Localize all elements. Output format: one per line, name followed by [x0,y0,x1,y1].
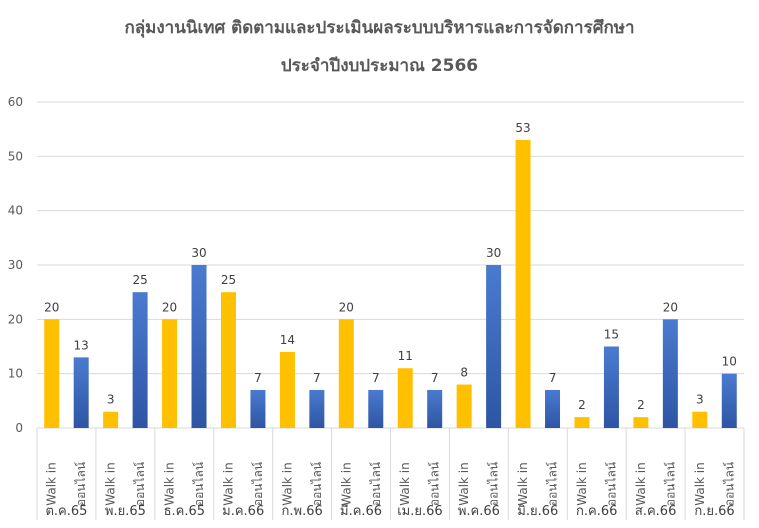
data-label: 8 [460,366,468,380]
bars: 20 13 3 25 20 30 25 7 14 7 20 7 11 7 8 30 53 7 2 15 2 20 3 10 [44,121,737,429]
bar-online [132,292,148,428]
bar-walkin [338,319,354,428]
data-label: 2 [637,398,645,412]
sub-category-label: Walk in [457,462,471,506]
data-label: 7 [372,371,380,385]
bar-online [545,389,561,428]
bar-walkin [44,319,60,428]
y-tick-label: 40 [8,204,23,218]
y-tick-label: 10 [8,367,23,381]
sub-category-label: ออนไลน์ [546,462,560,506]
chart-subtitle: ประจำปีงบประมาณ 2566 [280,56,479,76]
y-tick-label: 0 [15,421,23,435]
sub-category-label: ออนไลน์ [74,462,88,506]
sub-category-label: Walk in [398,462,412,506]
bar-walkin [220,292,236,428]
category-label: พ.ค.66 [458,504,500,519]
data-label: 20 [339,300,354,314]
sub-category-label: ออนไลน์ [369,462,383,506]
data-label: 11 [398,349,413,363]
sub-category-label: Walk in [280,462,294,506]
y-tick-label: 50 [8,149,23,163]
bar-online [486,265,502,428]
bar-walkin [633,417,649,428]
sub-category-label: Walk in [575,462,589,506]
data-label: 20 [44,300,59,314]
data-label: 20 [162,300,177,314]
chart-title: กลุ่มงานนิเทศ ติดตามและประเมินผลระบบบริห… [124,18,635,38]
category-label: ส.ค.66 [635,504,676,519]
data-label: 3 [696,393,704,407]
category-label: ธ.ค.65 [164,504,205,519]
bar-walkin [397,368,413,428]
bar-walkin [103,411,119,428]
bar-online [368,389,384,428]
category-label: มิ.ย.66 [517,504,558,519]
sub-category-label: Walk in [45,462,59,506]
sub-category-label: Walk in [221,462,235,506]
bar-walkin [574,417,590,428]
data-label: 30 [191,246,206,260]
data-label: 2 [578,398,586,412]
category-label: มี.ค.66 [340,503,382,519]
sub-category-label: Walk in [104,462,118,506]
sub-category-label: ออนไลน์ [487,462,501,506]
sub-category-label: Walk in [693,462,707,506]
bar-online [721,373,737,428]
sub-category-label: ออนไลน์ [310,462,324,506]
data-label: 15 [604,328,619,342]
bar-online [309,389,325,428]
sub-category-label: Walk in [163,462,177,506]
data-label: 25 [221,273,236,287]
data-label: 14 [280,333,295,347]
y-tick-label: 20 [8,312,23,326]
category-label: พ.ย.65 [105,504,146,519]
sub-category-label: Walk in [339,462,353,506]
category-label: ต.ค.65 [45,504,87,519]
data-label: 30 [486,246,501,260]
sub-category-label: ออนไลน์ [133,462,147,506]
bar-online [427,389,443,428]
data-label: 10 [722,355,737,369]
bar-online [250,389,266,428]
bar-online [603,346,619,428]
data-label: 13 [74,338,89,352]
y-tick-label: 30 [8,258,23,272]
sub-category-label: ออนไลน์ [192,462,206,506]
bar-walkin [692,411,708,428]
data-label: 20 [663,300,678,314]
bar-walkin [456,384,472,428]
bar-online [73,357,89,428]
data-label: 7 [549,371,557,385]
sub-category-label: ออนไลน์ [663,462,677,506]
data-label: 3 [107,393,115,407]
category-label: ก.ย.66 [694,504,734,519]
category-label: ก.พ.66 [282,504,323,519]
category-label: ก.ค.66 [576,504,617,519]
bar-online [662,319,678,428]
sub-category-label: ออนไลน์ [604,462,618,506]
bar-online [191,265,207,428]
sub-category-label: ออนไลน์ [428,462,442,506]
gridlines: 0 10 20 30 40 50 60 [8,95,744,435]
sub-category-label: ออนไลน์ [722,462,736,506]
y-tick-label: 60 [8,95,23,109]
data-label: 25 [132,273,147,287]
data-label: 7 [431,371,439,385]
sub-category-label: ออนไลน์ [251,462,265,506]
sub-category-label: Walk in [516,462,530,506]
bar-walkin [279,351,295,428]
category-label: เม.ย.66 [397,504,442,519]
data-label: 7 [313,371,321,385]
bar-walkin [162,319,178,428]
data-label: 7 [254,371,262,385]
data-label: 53 [515,121,530,135]
bar-walkin [515,140,531,429]
sub-category-label: Walk in [634,462,648,506]
category-label: ม.ค.66 [222,504,264,519]
